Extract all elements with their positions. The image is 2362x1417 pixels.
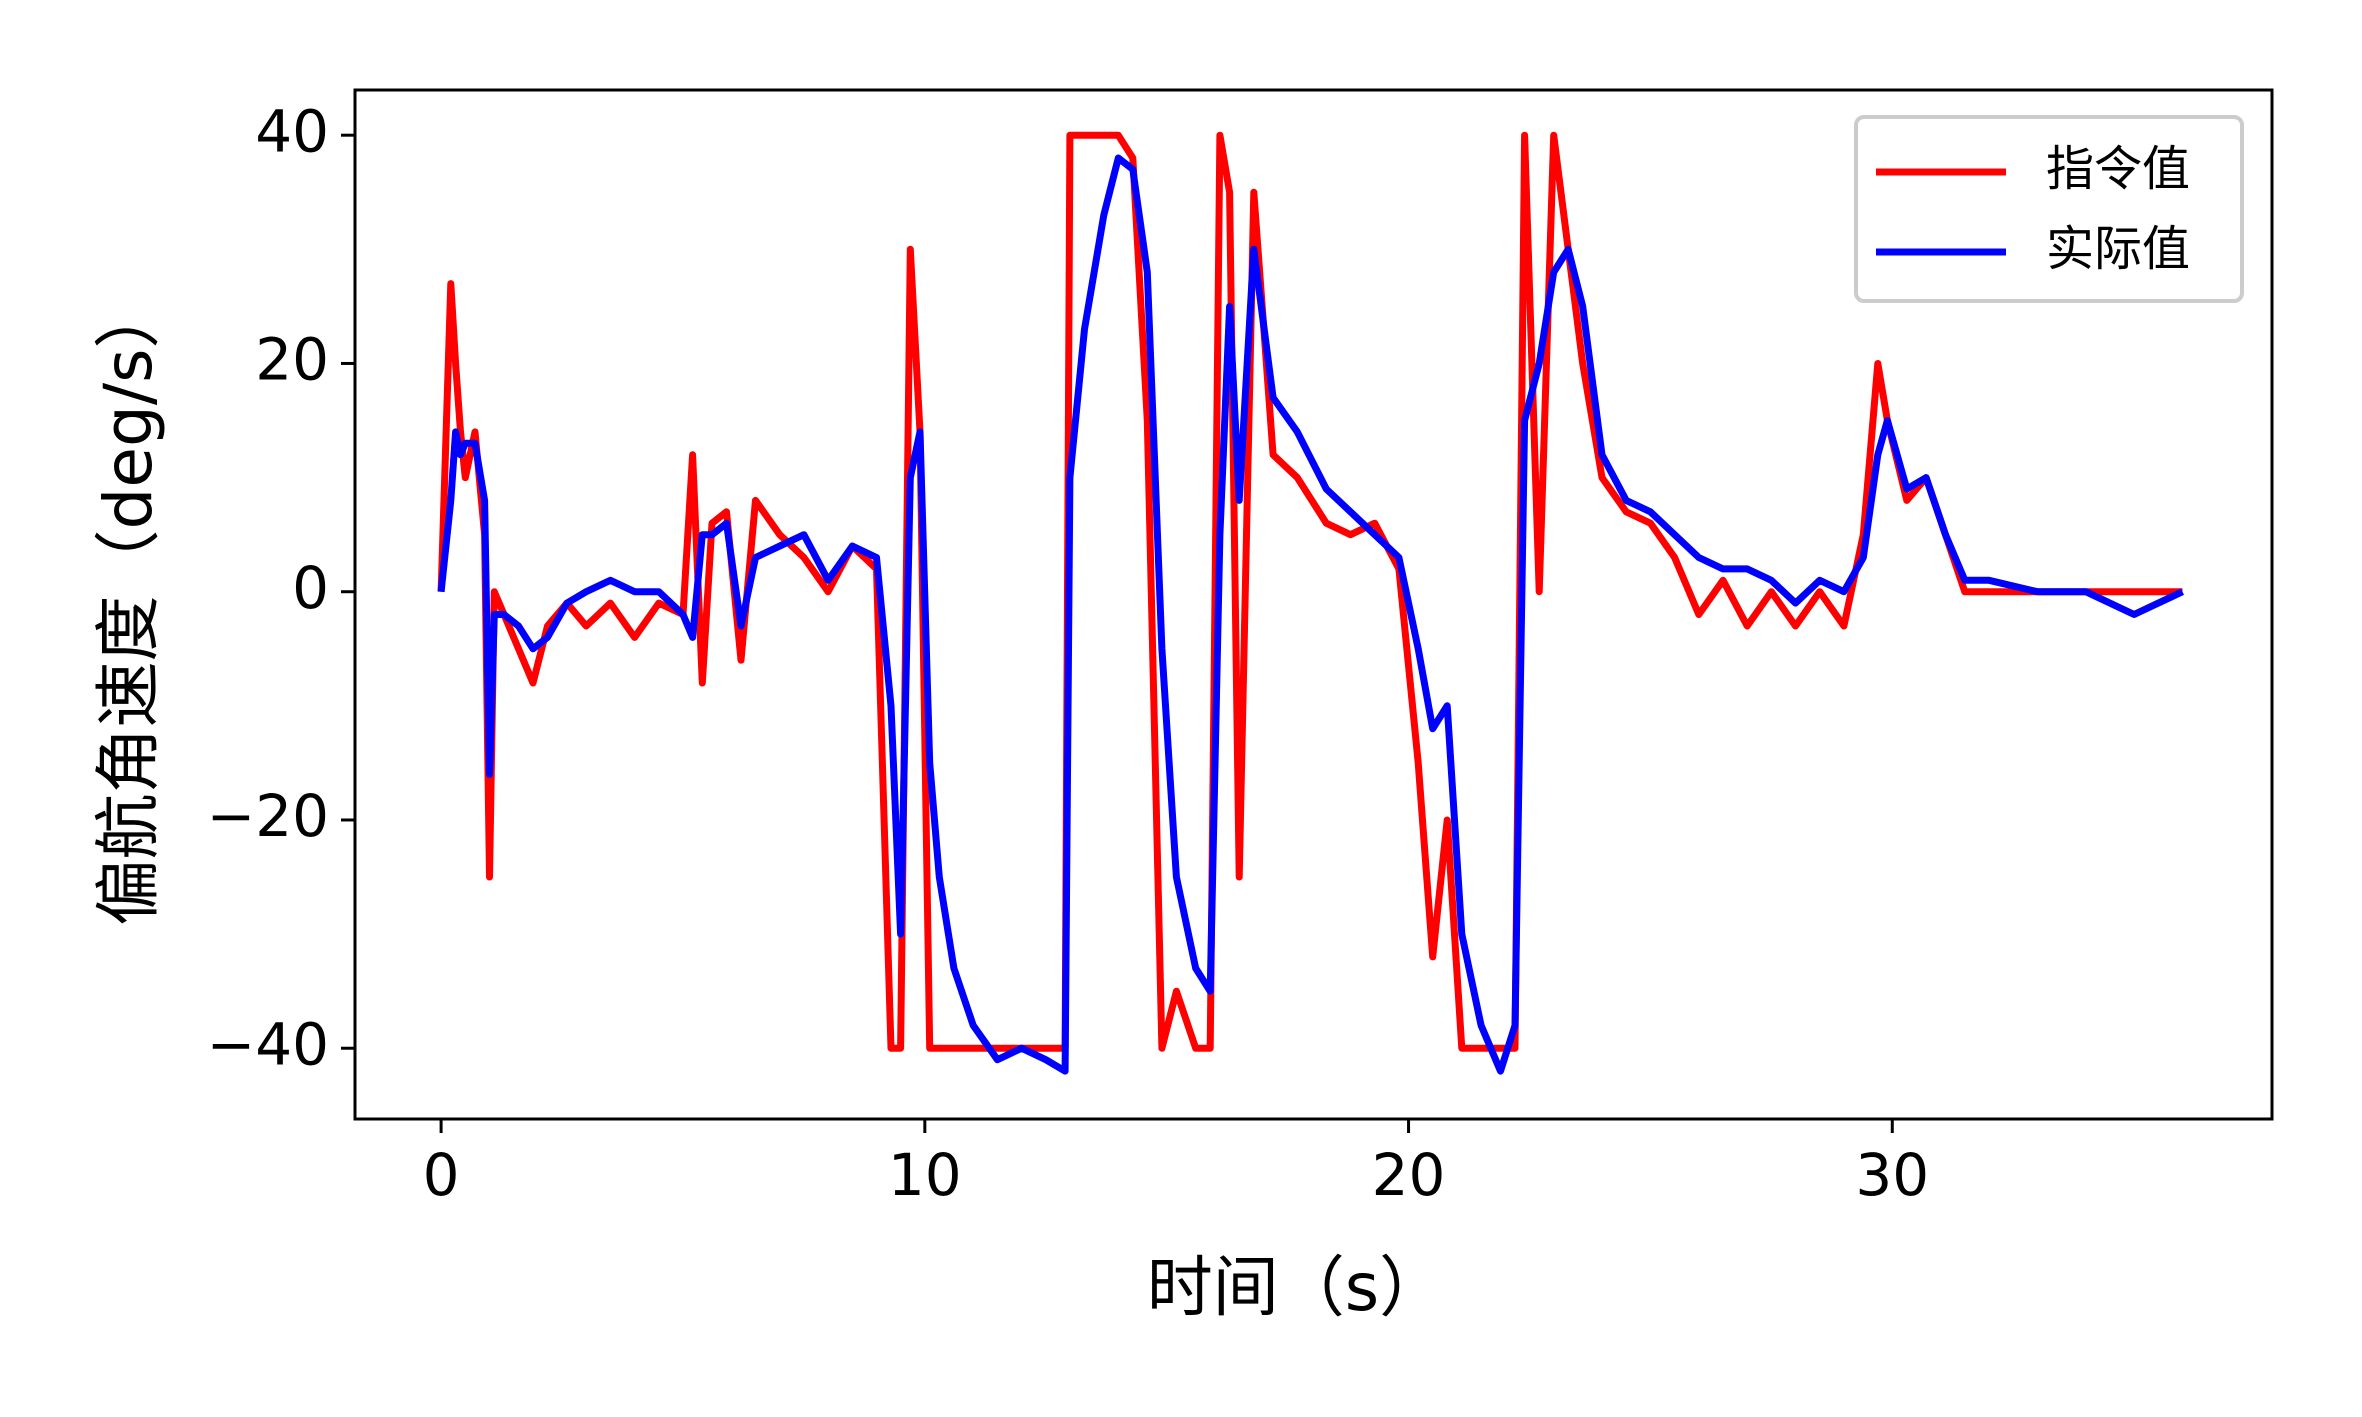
y-tick-label: 0 bbox=[292, 554, 329, 622]
x-tick-label: 20 bbox=[1372, 1141, 1446, 1209]
y-tick-label: −20 bbox=[207, 782, 329, 850]
legend-label: 实际值 bbox=[2046, 221, 2190, 277]
y-tick-label: −40 bbox=[207, 1010, 329, 1078]
y-tick-label: 20 bbox=[255, 326, 329, 394]
series-line bbox=[437, 154, 2184, 1075]
legend-label: 指令值 bbox=[2046, 141, 2190, 197]
plot-frame bbox=[353, 88, 2274, 1121]
x-tick-label: 0 bbox=[423, 1141, 460, 1209]
x-tick-label: 10 bbox=[888, 1141, 962, 1209]
y-axis-label: 偏航角速度（deg/s） bbox=[90, 282, 167, 925]
y-tick-label: 40 bbox=[255, 97, 329, 165]
x-axis-label: 时间（s） bbox=[1147, 1249, 1445, 1326]
series-line bbox=[437, 131, 2183, 1052]
x-tick-label: 30 bbox=[1855, 1141, 1929, 1209]
